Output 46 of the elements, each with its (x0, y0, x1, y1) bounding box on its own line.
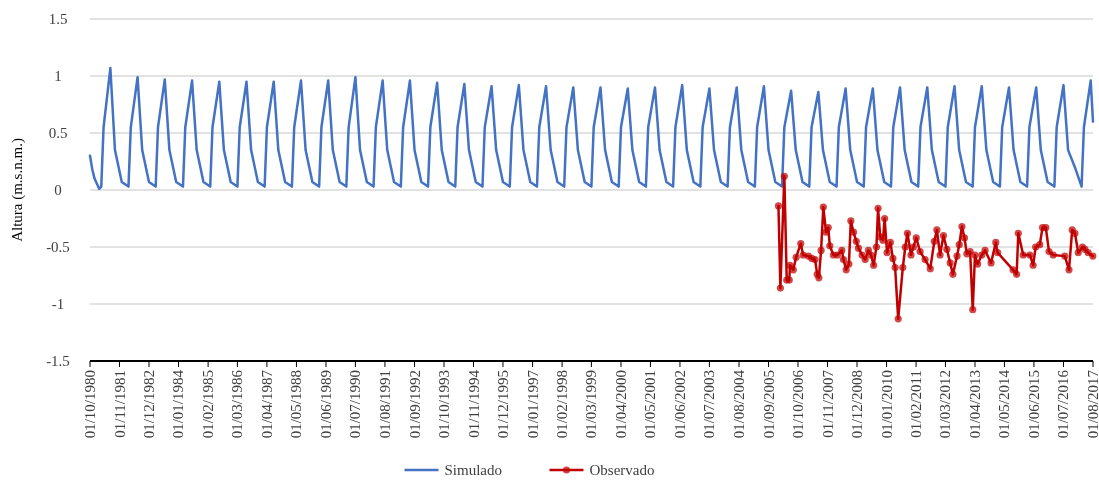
x-tick-label: 01/06/2015 (1025, 370, 1042, 439)
y-tick-label: 0 (54, 182, 62, 198)
y-tick-label: -0.5 (46, 239, 70, 255)
x-tick-label: 01/11/1994 (465, 369, 482, 438)
x-tick-label: 01/05/2014 (996, 369, 1013, 439)
x-tick-label: 01/08/1991 (376, 370, 393, 439)
x-tick-label: 01/07/2016 (1055, 369, 1072, 439)
y-tick-label: -1.5 (46, 353, 70, 369)
y-tick-label: 1 (54, 68, 62, 84)
x-tick-label: 01/04/2013 (966, 370, 983, 439)
x-tick-label: 01/05/2001 (642, 370, 659, 439)
x-tick-label: 01/12/2008 (849, 370, 866, 439)
x-tick-label: 01/06/2002 (671, 370, 688, 439)
x-tick-label: 01/10/1980 (82, 370, 98, 439)
y-tick-label: -1 (51, 296, 65, 312)
x-tick-label: 01/02/1998 (554, 370, 571, 439)
line-series (88, 66, 1095, 191)
x-tick-label: 01/09/2005 (760, 370, 777, 439)
x-tick-label: 01/09/1992 (406, 370, 423, 439)
x-tick-label: 01/03/1986 (229, 369, 246, 439)
x-tick-label: 01/07/1990 (347, 370, 364, 439)
x-tick-label: 01/11/1981 (111, 370, 128, 438)
legend-label: Observado (589, 462, 655, 478)
x-tick-label: 01/02/2011 (908, 370, 925, 438)
x-tick-label: 01/05/1988 (288, 370, 305, 439)
x-tick-label: 01/06/1989 (317, 370, 334, 439)
y-tick-label: 1.5 (48, 11, 68, 27)
x-tick-label: 01/08/2017 (1085, 369, 1099, 439)
x-tick-label: 01/01/2010 (878, 370, 895, 439)
x-tick-label: 01/03/2012 (937, 370, 954, 439)
y-tick-label: 0.5 (48, 125, 68, 141)
x-tick-label: 01/03/1999 (583, 370, 600, 439)
x-tick-label: 01/04/2000 (612, 370, 629, 439)
x-tick-label: 01/01/1997 (524, 369, 541, 439)
y-axis-title: Altura (m.s.n.m.) (9, 138, 26, 242)
x-tick-label: 01/07/2003 (701, 370, 718, 439)
x-tick-label: 01/10/2006 (789, 369, 806, 439)
x-tick-label: 01/01/1984 (170, 369, 187, 439)
x-tick-label: 01/12/1982 (140, 370, 157, 439)
x-tick-label: 01/11/2007 (819, 369, 836, 438)
x-tick-label: 01/08/2004 (731, 369, 748, 439)
legend-label: Simulado (444, 462, 503, 478)
x-tick-label: 01/10/1993 (435, 370, 452, 439)
x-tick-label: 01/04/1987 (258, 369, 275, 439)
x-tick-label: 01/02/1985 (200, 370, 217, 439)
x-tick-label: 01/12/1995 (494, 370, 511, 439)
